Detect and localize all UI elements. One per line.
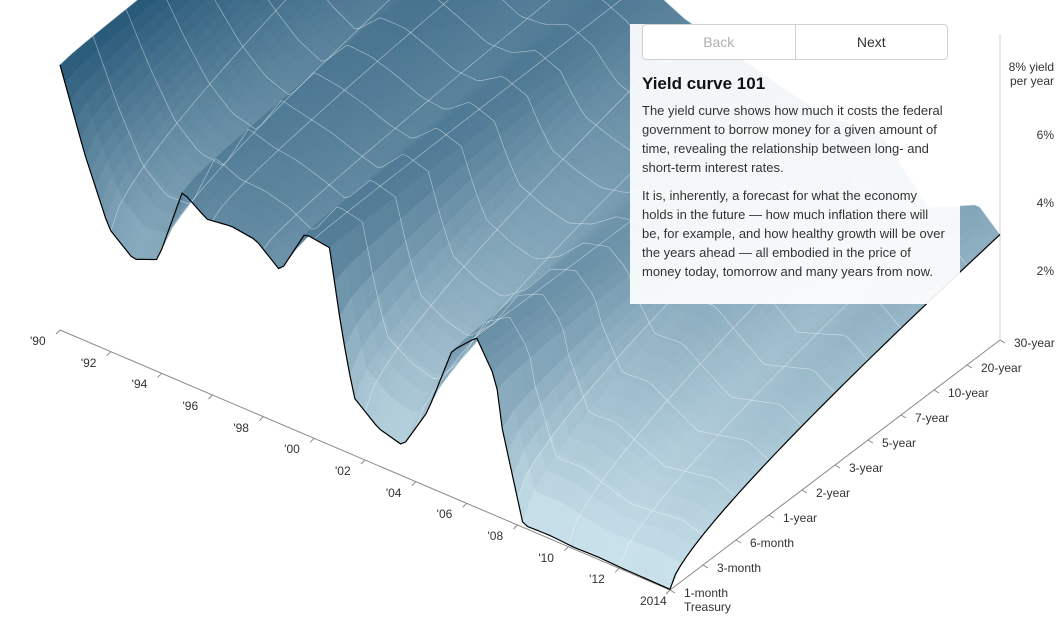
- yield-axis-label: 8% yield: [1009, 60, 1054, 74]
- maturity-axis-label: 20-year: [981, 361, 1022, 375]
- time-axis-label: '02: [335, 464, 351, 478]
- time-axis-label: '10: [538, 551, 554, 565]
- yield-axis-label: 4%: [1037, 196, 1054, 210]
- back-button[interactable]: Back: [642, 24, 795, 60]
- maturity-axis-label: 3-year: [849, 461, 883, 475]
- time-axis-label: '04: [386, 486, 402, 500]
- maturity-axis-label: 1-month: [684, 586, 728, 600]
- maturity-axis-label: 7-year: [915, 411, 949, 425]
- panel-title: Yield curve 101: [642, 74, 948, 94]
- maturity-axis-suffix: Treasury: [684, 600, 731, 614]
- time-axis-label: '06: [437, 507, 453, 521]
- maturity-axis-label: 1-year: [783, 511, 817, 525]
- yield-axis-label: 2%: [1037, 264, 1054, 278]
- time-axis-label: '96: [183, 399, 199, 413]
- maturity-axis-label: 2-year: [816, 486, 850, 500]
- info-panel: Back Next Yield curve 101 The yield curv…: [630, 24, 960, 304]
- maturity-axis-label: 30-year: [1014, 336, 1055, 350]
- yield-axis-label: 6%: [1037, 128, 1054, 142]
- maturity-axis-label: 6-month: [750, 536, 794, 550]
- time-axis-label: '00: [284, 442, 300, 456]
- panel-paragraph-1: The yield curve shows how much it costs …: [642, 102, 948, 177]
- time-axis-label: '98: [233, 421, 249, 435]
- panel-paragraph-2: It is, inherently, a forecast for what t…: [642, 187, 948, 281]
- time-axis-label: '90: [30, 334, 46, 348]
- next-button[interactable]: Next: [795, 24, 949, 60]
- yield-axis-suffix: per year: [1010, 74, 1054, 88]
- time-axis-label: '08: [488, 529, 504, 543]
- nav-button-group: Back Next: [642, 24, 948, 60]
- time-axis-label: 2014: [640, 594, 667, 608]
- maturity-axis-label: 10-year: [948, 386, 989, 400]
- time-axis-label: '94: [132, 377, 148, 391]
- time-axis-label: '92: [81, 356, 97, 370]
- maturity-axis-label: 3-month: [717, 561, 761, 575]
- panel-body: The yield curve shows how much it costs …: [642, 102, 948, 282]
- maturity-axis-label: 5-year: [882, 436, 916, 450]
- time-axis-label: '12: [589, 572, 605, 586]
